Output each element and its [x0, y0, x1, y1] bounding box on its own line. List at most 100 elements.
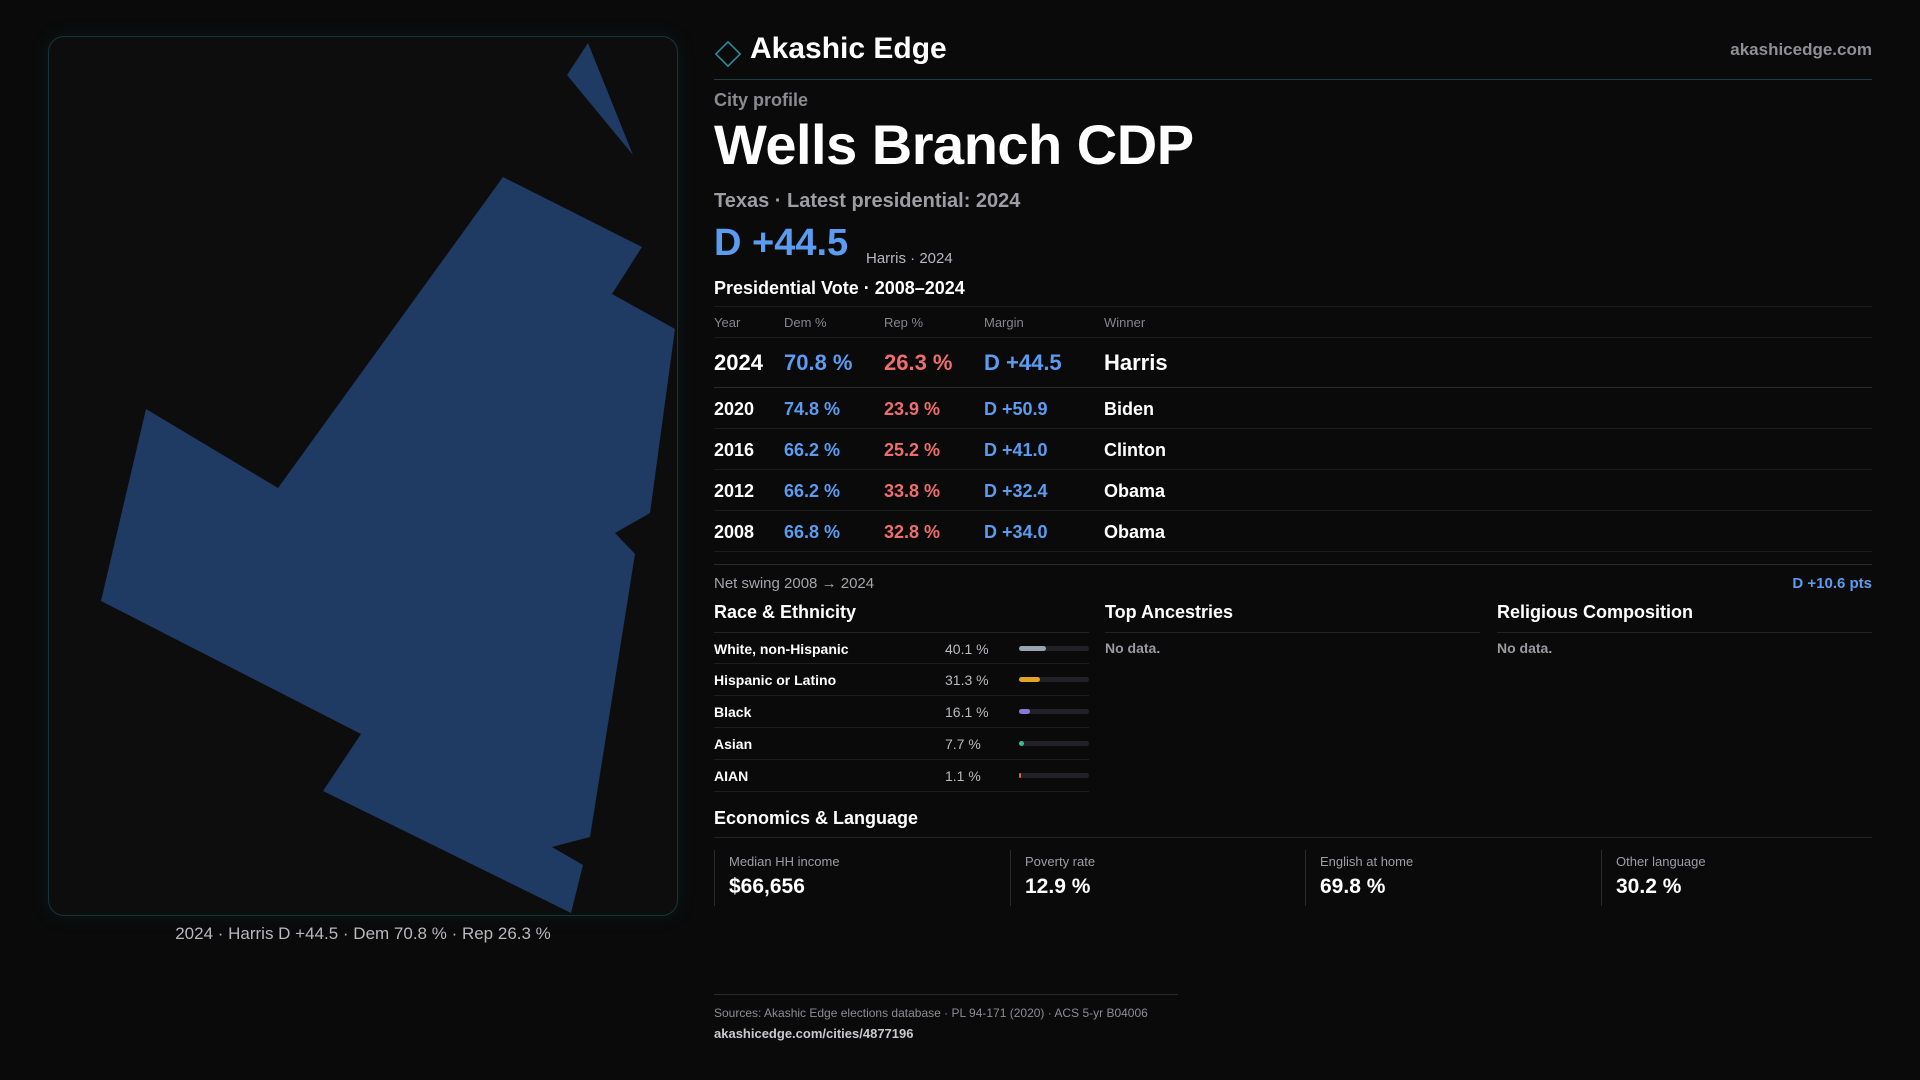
- page-eyebrow: City profile: [714, 90, 809, 110]
- cell-dem: 74.8 %: [784, 399, 841, 419]
- stat-median-income: Median HH income $66,656: [714, 850, 1010, 906]
- cell-year: 2020: [714, 399, 755, 419]
- stat-label: English at home: [1320, 854, 1414, 869]
- cell-rep: 26.3 %: [884, 350, 953, 375]
- economics-section-title: Economics & Language: [714, 808, 919, 828]
- header-year: Year: [714, 315, 741, 330]
- race-share-fill: [1019, 677, 1040, 682]
- net-swing-label: Net swing 2008 → 2024: [714, 575, 875, 592]
- boundary-shape-svg: [101, 43, 675, 913]
- cell-winner: Obama: [1104, 522, 1166, 542]
- race-share-fill: [1019, 741, 1024, 746]
- sources-text: Sources: Akashic Edge elections database…: [714, 1006, 1148, 1020]
- brand-name: Akashic Edge: [750, 32, 947, 65]
- cell-rep: 23.9 %: [884, 399, 941, 419]
- sources-divider: [714, 994, 1178, 995]
- cell-year: 2008: [714, 522, 755, 542]
- cell-winner: Clinton: [1104, 440, 1166, 460]
- stat-value: 12.9 %: [1025, 875, 1091, 898]
- profile-column: Akashic Edge akashicedge.com City profil…: [714, 0, 1872, 1080]
- cell-winner: Harris: [1104, 350, 1168, 375]
- race-share-bar: [1019, 677, 1089, 682]
- cell-margin: D +41.0: [984, 440, 1048, 460]
- cell-winner: Biden: [1104, 399, 1155, 419]
- boundary-polygon-main: [101, 177, 675, 913]
- race-name: Asian: [714, 736, 753, 752]
- cell-rep: 33.8 %: [884, 481, 941, 501]
- list-item: White, non-Hispanic 40.1 %: [714, 632, 1089, 664]
- list-item: Black 16.1 %: [714, 696, 1089, 728]
- religion-divider: [1497, 632, 1872, 633]
- list-item: Asian 7.7 %: [714, 728, 1089, 760]
- race-share-bar: [1019, 741, 1089, 746]
- economics-divider: [714, 837, 1872, 838]
- table-row: 2020 74.8 % 23.9 % D +50.9 Biden: [714, 388, 1872, 429]
- stat-poverty-rate: Poverty rate 12.9 %: [1010, 850, 1306, 906]
- race-name: White, non-Hispanic: [714, 641, 849, 657]
- race-percent: 31.3 %: [945, 672, 989, 688]
- stat-value: 30.2 %: [1616, 875, 1682, 898]
- race-percent: 40.1 %: [945, 641, 989, 657]
- stat-value: 69.8 %: [1320, 875, 1386, 898]
- stat-english-at-home: English at home 69.8 %: [1305, 850, 1601, 906]
- table-row: 2016 66.2 % 25.2 % D +41.0 Clinton: [714, 429, 1872, 470]
- diamond-logo-icon: [714, 40, 742, 68]
- race-share-fill: [1019, 709, 1030, 714]
- stat-label: Other language: [1616, 854, 1706, 869]
- boundary-polygon-small: [567, 43, 633, 155]
- list-item: AIAN 1.1 %: [714, 760, 1089, 792]
- latest-margin: D +44.5: [714, 222, 849, 264]
- latest-margin-note: Harris · 2024: [866, 250, 953, 267]
- header-dem: Dem %: [784, 315, 827, 330]
- race-share-fill: [1019, 773, 1021, 778]
- religion-section-title: Religious Composition: [1497, 602, 1693, 622]
- cell-winner: Obama: [1104, 481, 1166, 501]
- header-winner: Winner: [1104, 315, 1146, 330]
- brand-url-link[interactable]: akashicedge.com: [1730, 40, 1872, 59]
- header-rep: Rep %: [884, 315, 924, 330]
- race-name: AIAN: [714, 768, 749, 784]
- race-percent: 1.1 %: [945, 768, 981, 784]
- net-swing-value: D +10.6 pts: [1792, 575, 1872, 592]
- cell-dem: 66.8 %: [784, 522, 841, 542]
- cell-rep: 25.2 %: [884, 440, 941, 460]
- table-row: 2024 70.8 % 26.3 % D +44.5 Harris: [714, 338, 1872, 388]
- race-name: Black: [714, 704, 752, 720]
- presidential-vote-table: Year Dem % Rep % Margin Winner 2024 70.8…: [714, 306, 1872, 552]
- race-share-fill: [1019, 646, 1046, 651]
- economics-stats: Median HH income $66,656 Poverty rate 12…: [714, 850, 1872, 910]
- list-item: Hispanic or Latino 31.3 %: [714, 664, 1089, 696]
- ancestries-section-title: Top Ancestries: [1105, 602, 1234, 622]
- cell-margin: D +34.0: [984, 522, 1048, 542]
- cell-year: 2012: [714, 481, 755, 501]
- race-percent: 7.7 %: [945, 736, 981, 752]
- stat-label: Median HH income: [729, 854, 840, 869]
- map-caption: 2024 · Harris D +44.5 · Dem 70.8 % · Rep…: [175, 924, 551, 943]
- ancestries-empty-text: No data.: [1105, 640, 1161, 656]
- brand-header: Akashic Edge akashicedge.com: [714, 32, 1872, 80]
- vote-section-title: Presidential Vote · 2008–2024: [714, 278, 965, 298]
- cell-margin: D +32.4: [984, 481, 1048, 501]
- net-swing-row: Net swing 2008 → 2024 D +10.6 pts: [714, 564, 1872, 594]
- ancestries-divider: [1105, 632, 1480, 633]
- table-header-row: Year Dem % Rep % Margin Winner: [714, 306, 1872, 338]
- page-url-link[interactable]: akashicedge.com/cities/4877196: [714, 1026, 914, 1041]
- page-subtitle: Texas · Latest presidential: 2024: [714, 190, 1021, 212]
- cell-dem: 66.2 %: [784, 481, 841, 501]
- cell-margin: D +44.5: [984, 350, 1062, 375]
- cell-rep: 32.8 %: [884, 522, 941, 542]
- stat-other-language: Other language 30.2 %: [1601, 850, 1872, 906]
- religion-empty-text: No data.: [1497, 640, 1553, 656]
- stat-label: Poverty rate: [1025, 854, 1096, 869]
- city-boundary-map: [48, 36, 678, 916]
- page-title: Wells Branch CDP: [714, 113, 1194, 176]
- cell-dem: 70.8 %: [784, 350, 853, 375]
- table-row: 2012 66.2 % 33.8 % D +32.4 Obama: [714, 470, 1872, 511]
- race-share-bar: [1019, 646, 1089, 651]
- header-margin: Margin: [984, 315, 1024, 330]
- table-row: 2008 66.8 % 32.8 % D +34.0 Obama: [714, 511, 1872, 552]
- cell-dem: 66.2 %: [784, 440, 841, 460]
- stat-value: $66,656: [729, 875, 805, 898]
- cell-margin: D +50.9: [984, 399, 1048, 419]
